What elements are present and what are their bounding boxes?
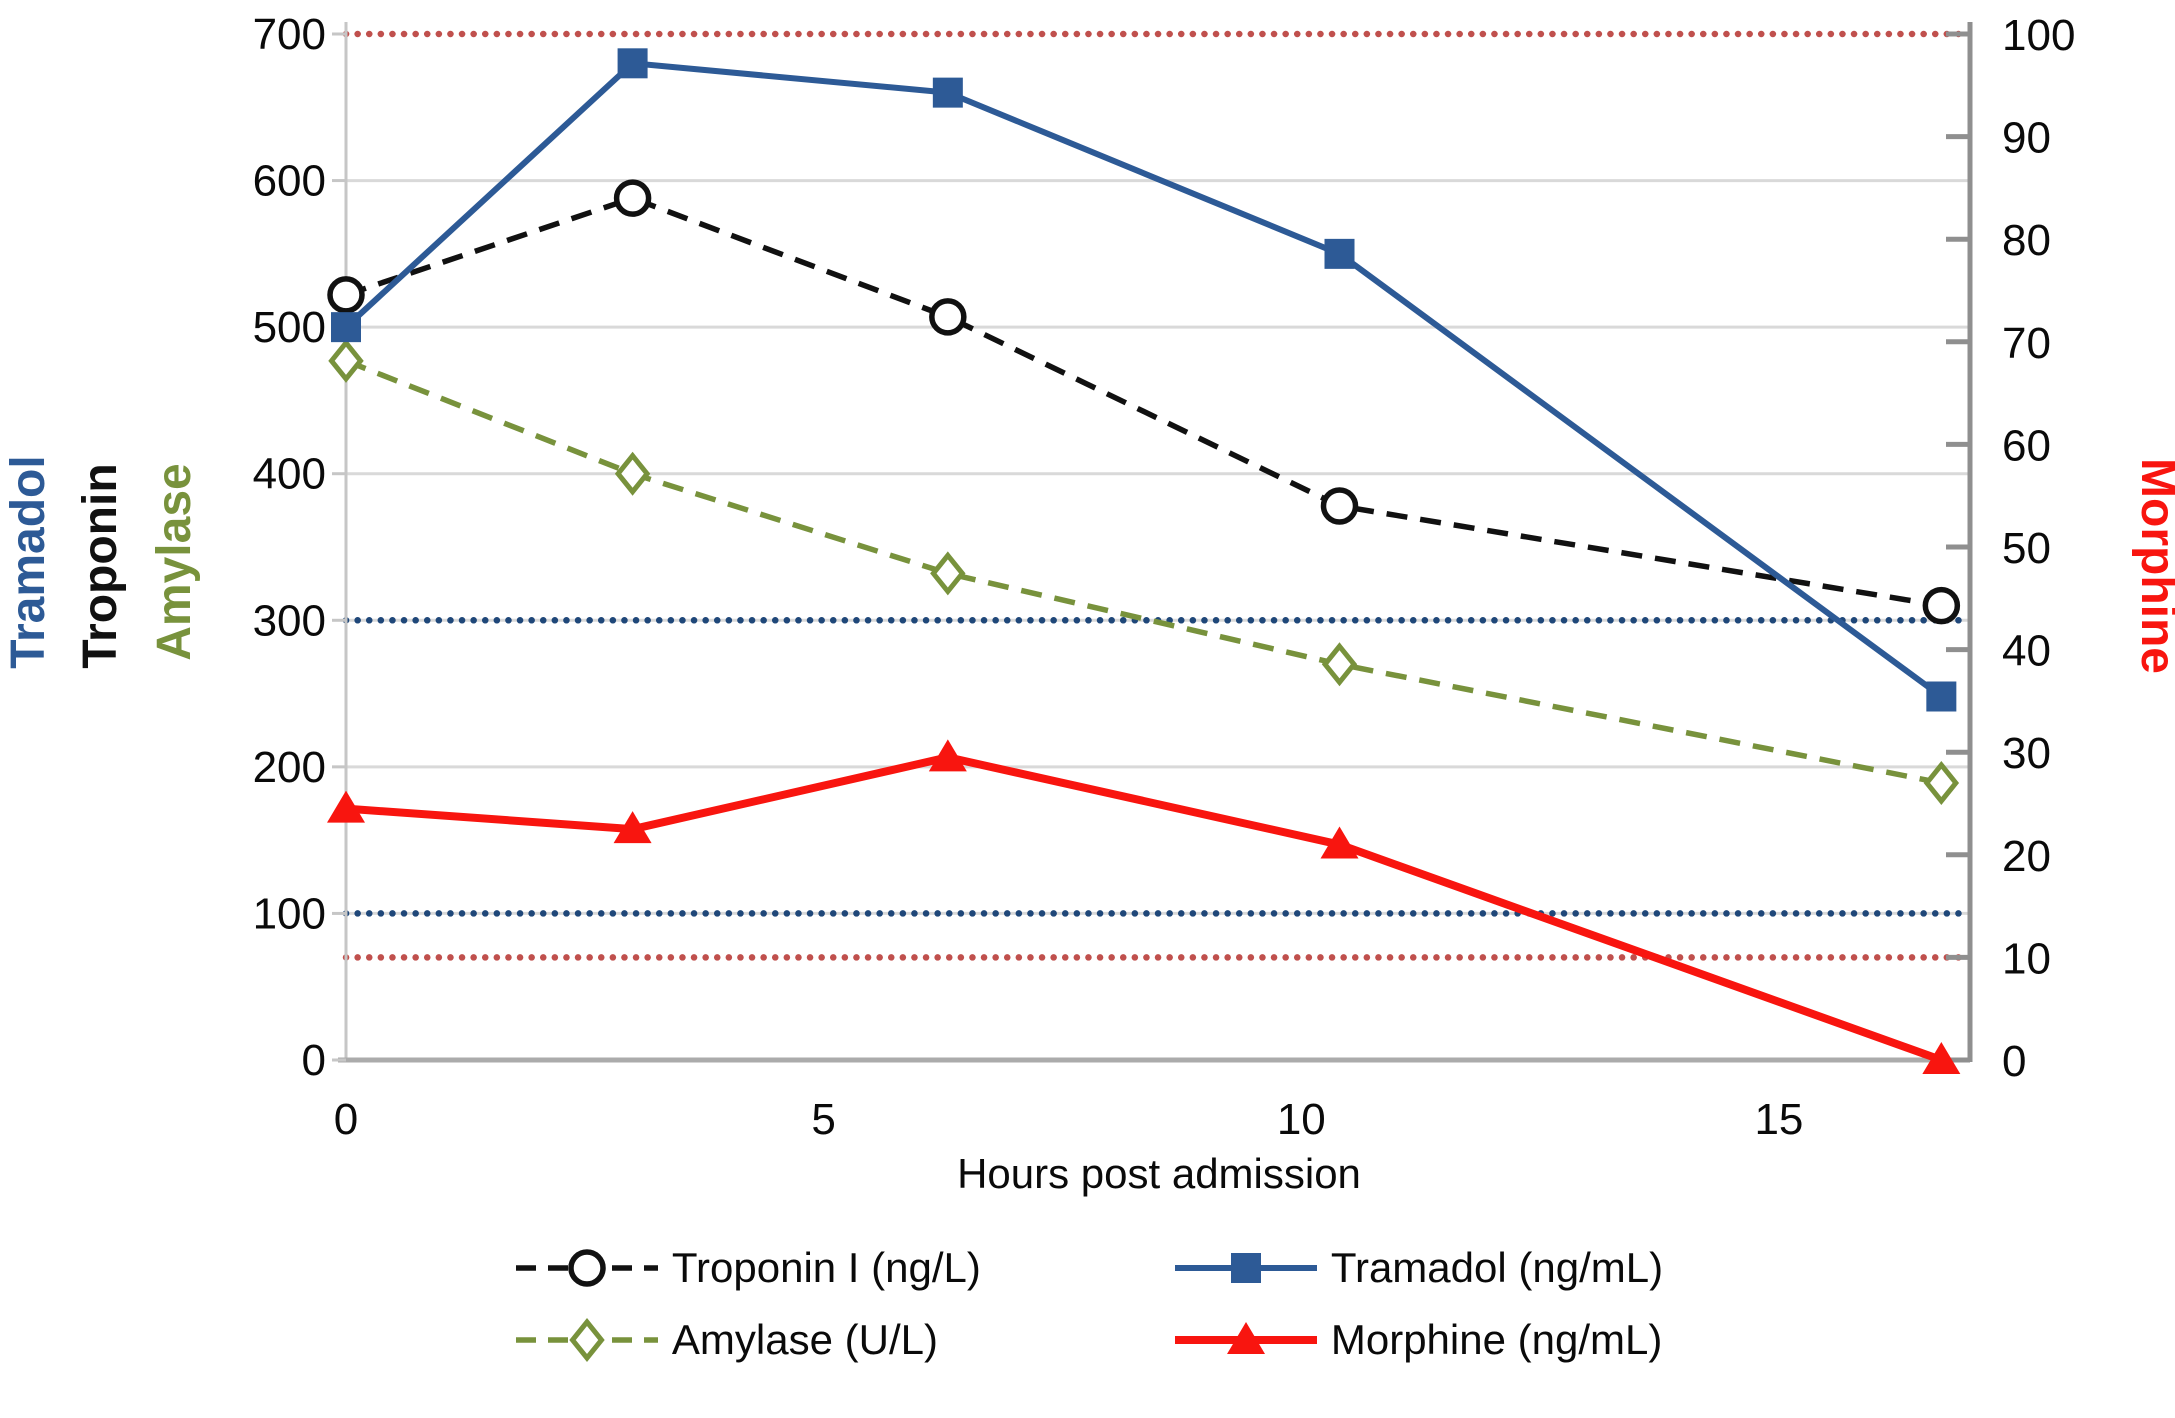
data-point-diamond-3 (1321, 642, 1358, 687)
left-tick-label-300: 300 (253, 596, 326, 645)
data-point-diamond-0 (328, 338, 364, 383)
data-point-diamond-1 (614, 451, 651, 496)
series-troponin (327, 179, 1961, 625)
left-tick-label-500: 500 (253, 303, 326, 352)
chart-legend: Troponin I (ng/L) Tramadol (ng/mL) Amylase… (0, 1244, 2175, 1364)
right-tick-label-40: 40 (2002, 627, 2051, 676)
data-point-triangle-2 (928, 739, 967, 772)
legend-item-amylase: Amylase (U/L) (512, 1316, 981, 1364)
circle-legend-marker-icon (515, 1249, 658, 1287)
data-point-circle-4 (1922, 586, 1961, 625)
right-tick-label-30: 30 (2002, 729, 2051, 778)
data-point-square-0 (331, 312, 361, 343)
x-tick-label-5: 5 (811, 1095, 835, 1144)
left-tick-label-600: 600 (253, 157, 326, 206)
left-axis-title-amylase: Amylase (148, 463, 201, 660)
data-point-diamond-4 (1923, 760, 1960, 805)
tick-labels-layer: 7006005004003002001000100908070605040302… (253, 10, 2076, 1144)
x-tick-label-0: 0 (334, 1095, 358, 1144)
legend-label: Amylase (U/L) (671, 1316, 938, 1363)
series-line (343, 60, 1944, 699)
left-tick-label-400: 400 (253, 450, 326, 499)
left-tick-label-0: 0 (302, 1036, 326, 1085)
right-tick-label-20: 20 (2002, 832, 2051, 881)
right-tick-label-0: 0 (2002, 1037, 2026, 1086)
series-tramadol (331, 48, 1957, 712)
data-point-circle-3 (1320, 487, 1359, 525)
legend-grid: Troponin I (ng/L) Tramadol (ng/mL) Amylase… (512, 1244, 1663, 1364)
data-point-triangle-4 (1922, 1042, 1961, 1074)
data-point-circle-2 (929, 298, 967, 336)
data-point-triangle-1 (613, 811, 652, 844)
legend-label: Morphine (ng/mL) (1330, 1316, 1663, 1363)
series-line (344, 358, 1942, 786)
right-axis-title-morphine: Morphine (2131, 458, 2175, 674)
legend-marker-sample (568, 1249, 606, 1287)
legend-item-tramadol: Tramadol (ng/mL) (1171, 1244, 1663, 1292)
triangle-legend-marker-icon (1174, 1322, 1317, 1354)
data-point-circle-0 (327, 276, 365, 314)
legend-label: Tramadol (ng/mL) (1330, 1244, 1664, 1291)
reference-lines-layer (342, 30, 1974, 961)
series-morphine (327, 739, 1961, 1074)
legend-item-morphine: Morphine (ng/mL) (1171, 1316, 1663, 1364)
data-point-square-4 (1926, 681, 1957, 712)
data-point-circle-1 (613, 179, 652, 217)
data-series-layer (327, 48, 1961, 1074)
right-tick-label-90: 90 (2002, 114, 2051, 163)
legend-marker-sample (1226, 1322, 1265, 1354)
legend-marker-sample (1230, 1253, 1261, 1283)
left-tick-label-100: 100 (253, 889, 326, 938)
right-tick-label-10: 10 (2002, 934, 2051, 983)
right-tick-label-80: 80 (2002, 216, 2051, 265)
right-tick-label-50: 50 (2002, 524, 2051, 573)
right-tick-label-60: 60 (2002, 421, 2051, 470)
left-tick-label-200: 200 (253, 743, 326, 792)
data-point-triangle-0 (327, 790, 365, 823)
data-point-diamond-2 (930, 551, 966, 596)
data-point-triangle-3 (1320, 826, 1359, 859)
left-axis-title-tramadol: Tramadol (2, 455, 55, 668)
right-tick-label-100: 100 (2002, 11, 2075, 60)
square-legend-marker-icon (1174, 1253, 1317, 1283)
x-tick-label-15: 15 (1754, 1095, 1803, 1144)
data-point-square-2 (932, 77, 963, 108)
data-point-square-1 (617, 48, 648, 79)
series-amylase (328, 338, 1960, 805)
x-axis-title: Hours post admission (957, 1150, 1361, 1197)
data-point-square-3 (1324, 238, 1355, 269)
diamond-legend-marker-icon (515, 1318, 658, 1362)
left-axis-title-troponin: Troponin (74, 463, 127, 668)
series-line (345, 753, 1943, 1064)
legend-marker-sample (569, 1318, 605, 1362)
x-tick-label-10: 10 (1277, 1095, 1326, 1144)
series-line (345, 195, 1942, 609)
legend-label: Troponin I (ng/L) (671, 1244, 981, 1291)
right-tick-label-70: 70 (2002, 319, 2051, 368)
legend-item-troponin: Troponin I (ng/L) (512, 1244, 981, 1292)
left-tick-label-700: 700 (253, 10, 326, 59)
